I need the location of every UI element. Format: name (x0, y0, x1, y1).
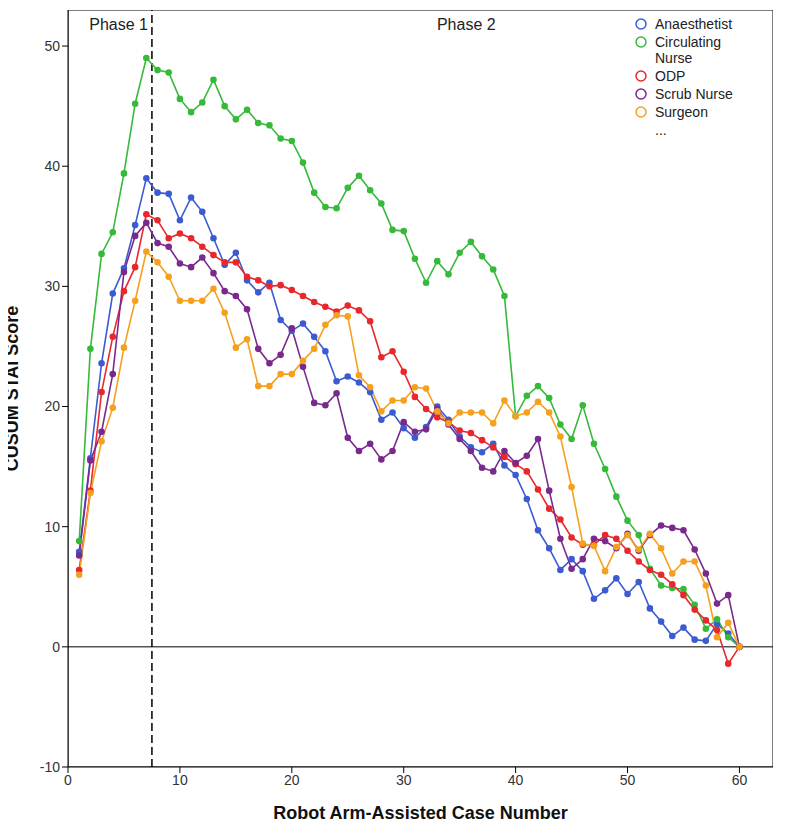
svg-text:30: 30 (396, 772, 412, 788)
html-text:Scrub Nurse: Scrub Nurse (655, 86, 733, 102)
html-text:ODP: ODP (655, 68, 686, 84)
html-text:Surgeon: Surgeon (655, 104, 708, 120)
svg-text:60: 60 (732, 772, 748, 788)
svg-text:-10: -10 (40, 759, 60, 775)
svg-text:40: 40 (44, 158, 60, 174)
html-text:Anaesthetist: Anaesthetist (655, 16, 733, 32)
svg-text:Robot Arm-Assisted Case Number: Robot Arm-Assisted Case Number (273, 803, 567, 821)
svg-text:0: 0 (64, 772, 72, 788)
svg-text:50: 50 (44, 38, 60, 54)
svg-text:10: 10 (44, 519, 60, 535)
svg-text:CUSUM STAI Score: CUSUM STAI Score (8, 306, 22, 472)
svg-text:Phase 2: Phase 2 (437, 16, 496, 33)
svg-text:50: 50 (620, 772, 636, 788)
svg-text:Phase 1: Phase 1 (89, 16, 148, 33)
svg-text:30: 30 (44, 278, 60, 294)
svg-text:40: 40 (508, 772, 524, 788)
html-text:Circulating Nurse: Circulating Nurse (655, 34, 722, 66)
svg-text:20: 20 (284, 772, 300, 788)
svg-text:20: 20 (44, 398, 60, 414)
svg-text:10: 10 (172, 772, 188, 788)
svg-text:0: 0 (52, 639, 60, 655)
